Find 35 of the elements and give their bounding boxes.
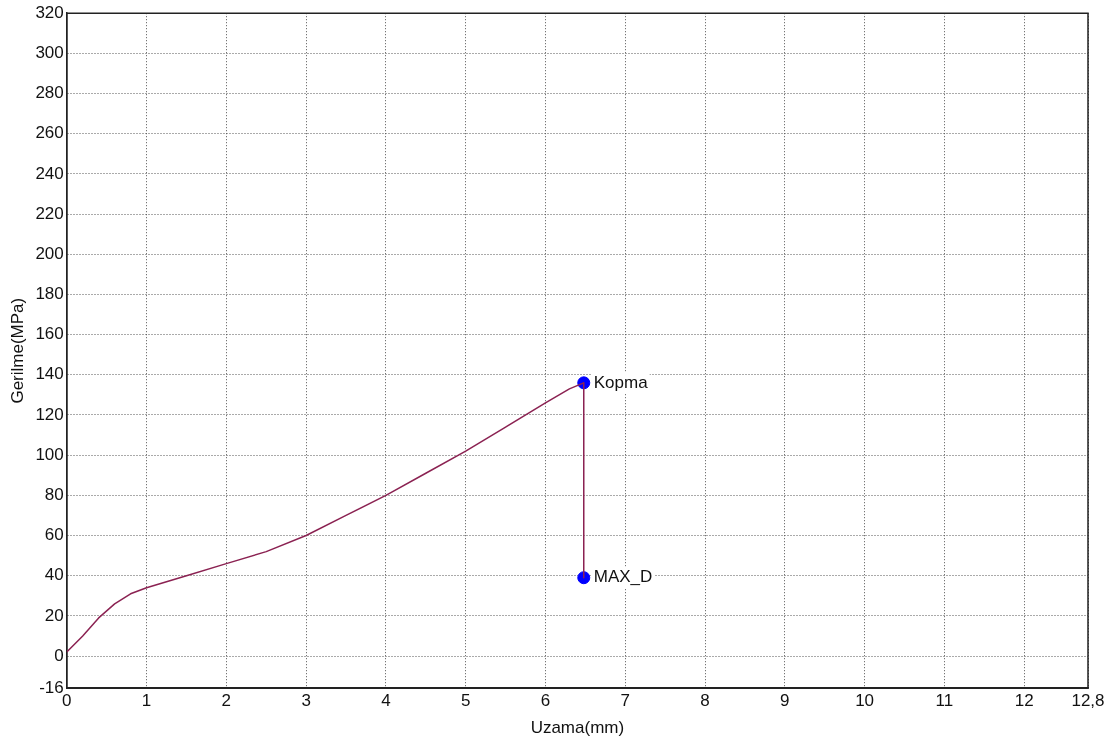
y-tick-label: -16 bbox=[39, 677, 64, 697]
x-tick-label: 2 bbox=[221, 691, 232, 711]
x-tick-label: 12,8 bbox=[1071, 691, 1105, 711]
y-axis-title: Gerilme(MPa) bbox=[7, 297, 27, 404]
y-tick-label: 180 bbox=[35, 284, 64, 304]
y-tick-label: 80 bbox=[44, 485, 64, 505]
x-tick-label: 4 bbox=[381, 691, 391, 711]
y-tick-label: 60 bbox=[44, 525, 64, 545]
x-tick-label: 12 bbox=[1014, 691, 1034, 711]
x-tick-label: 3 bbox=[301, 691, 311, 711]
y-tick-label: 20 bbox=[44, 605, 64, 625]
y-tick-label: 160 bbox=[35, 324, 64, 344]
x-tick-label: 7 bbox=[620, 691, 630, 711]
y-tick-label: 260 bbox=[35, 123, 64, 143]
x-tick-label: 5 bbox=[460, 691, 471, 711]
annotation: MAX_D bbox=[593, 567, 653, 587]
y-tick-label: 240 bbox=[35, 163, 64, 183]
x-axis-title: Uzama(mm) bbox=[530, 718, 625, 738]
x-tick-label: 8 bbox=[700, 691, 710, 711]
x-tick-label: 10 bbox=[855, 691, 875, 711]
y-tick-label: 280 bbox=[35, 83, 64, 103]
x-tick-label: 6 bbox=[540, 691, 551, 711]
y-tick-label: 140 bbox=[35, 364, 64, 384]
y-tick-label: 0 bbox=[54, 645, 64, 665]
x-tick-label: 11 bbox=[935, 691, 954, 711]
y-tick-label: 120 bbox=[35, 404, 64, 424]
y-tick-label: 320 bbox=[35, 2, 64, 22]
annotation: Kopma bbox=[593, 372, 649, 392]
y-tick-label: 200 bbox=[35, 243, 64, 263]
y-tick-label: 300 bbox=[35, 43, 64, 63]
x-tick-label: 1 bbox=[141, 691, 152, 711]
y-tick-label: 100 bbox=[35, 444, 64, 464]
y-tick-label: 40 bbox=[44, 565, 64, 585]
y-tick-label: 220 bbox=[35, 203, 64, 223]
x-tick-label: 9 bbox=[780, 691, 790, 711]
